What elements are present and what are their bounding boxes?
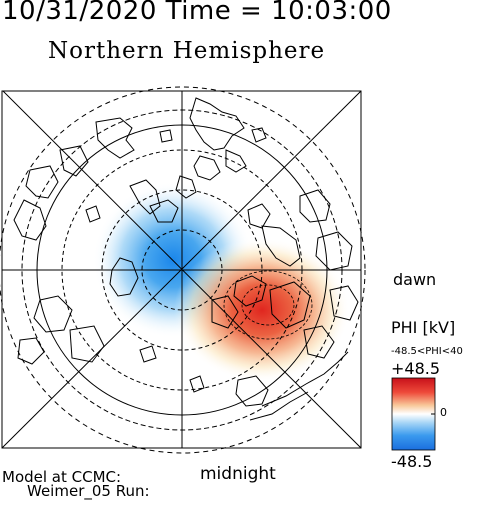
time-header: 10/31/2020 Time = 10:03:00 [2,0,392,26]
legend-max-label: +48.5 [391,359,441,378]
legend-zero-label: 0 [440,406,447,419]
model-label: Model at CCMC: [2,468,122,486]
legend-range: -48.5<PHI<40 [391,346,463,357]
page-title: Northern Hemisphere [48,38,326,64]
coastlines [13,97,359,421]
midnight-label: midnight [200,464,276,484]
run-label: Weimer_05 Run: [27,482,150,500]
colorbar [391,377,436,451]
potential-contours [223,270,313,340]
potential-field [93,182,350,382]
legend-min-label: -48.5 [391,452,433,471]
dawn-label: dawn [393,270,437,289]
legend-title: PHI [kV] [391,318,456,337]
positive-potential-cell [174,238,350,382]
